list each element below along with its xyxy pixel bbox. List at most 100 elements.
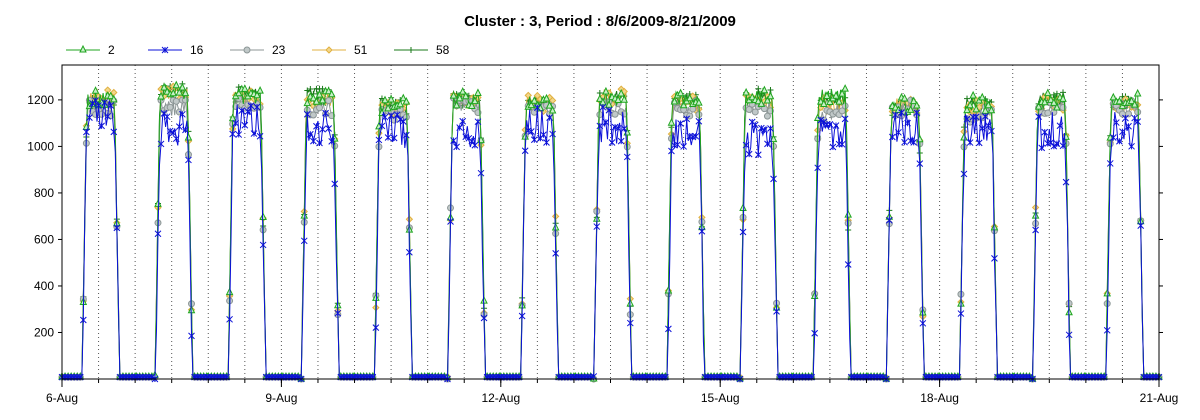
y-tick-label: 800 xyxy=(34,186,54,200)
data-point xyxy=(841,84,849,92)
data-point xyxy=(107,102,115,109)
data-point xyxy=(611,110,619,118)
data-point xyxy=(763,112,771,120)
data-point xyxy=(1038,144,1046,152)
data-point xyxy=(327,89,336,98)
data-point xyxy=(79,316,87,324)
data-point xyxy=(978,124,986,132)
data-point xyxy=(617,137,625,145)
data-point xyxy=(599,103,607,111)
data-point xyxy=(679,100,688,109)
data-point xyxy=(823,120,831,128)
data-point xyxy=(668,147,675,155)
y-tick-label: 400 xyxy=(34,279,54,293)
series-16 xyxy=(58,97,1163,383)
data-point xyxy=(826,97,834,106)
data-point xyxy=(760,85,769,94)
data-point xyxy=(384,103,392,112)
data-point xyxy=(375,136,383,144)
data-point xyxy=(1128,142,1135,150)
data-point xyxy=(91,86,100,94)
data-point xyxy=(312,97,321,105)
data-point xyxy=(95,102,102,109)
data-point xyxy=(546,114,553,121)
data-point xyxy=(399,93,408,102)
data-point xyxy=(166,103,174,111)
data-point xyxy=(664,285,673,294)
data-point xyxy=(545,100,554,109)
data-point xyxy=(530,96,539,104)
data-point xyxy=(614,125,622,132)
data-point xyxy=(480,314,488,322)
legend-label: 2 xyxy=(108,43,115,57)
data-point xyxy=(1032,226,1039,234)
data-point xyxy=(892,111,899,119)
data-point xyxy=(602,118,610,126)
data-point xyxy=(957,310,965,317)
data-point xyxy=(534,104,541,112)
data-point xyxy=(757,99,766,107)
data-point xyxy=(540,131,547,139)
data-point xyxy=(770,175,777,183)
data-point xyxy=(378,122,386,130)
data-point xyxy=(963,105,971,114)
data-point xyxy=(754,96,763,105)
data-point xyxy=(1109,92,1118,101)
data-point xyxy=(1044,109,1052,117)
legend-item-2: 2 xyxy=(66,43,115,57)
data-point xyxy=(626,319,634,327)
data-point xyxy=(620,125,628,132)
data-point xyxy=(751,121,759,129)
data-point xyxy=(901,138,908,146)
data-point xyxy=(315,104,323,112)
data-point xyxy=(698,227,706,235)
data-point xyxy=(92,97,99,104)
data-point xyxy=(761,126,768,134)
data-point xyxy=(241,121,249,129)
data-point xyxy=(819,99,828,108)
data-point xyxy=(232,119,240,127)
data-point xyxy=(904,119,911,127)
data-point xyxy=(228,113,237,122)
y-tick-label: 1200 xyxy=(27,93,54,107)
data-point xyxy=(745,106,753,114)
data-point xyxy=(461,91,470,100)
data-point xyxy=(975,139,983,147)
data-point xyxy=(79,44,87,53)
legend-label: 16 xyxy=(190,43,204,57)
data-point xyxy=(898,109,905,117)
data-point xyxy=(303,98,312,107)
legend: 2 16 23 51 58 xyxy=(66,43,450,57)
y-tick-label: 1000 xyxy=(27,139,54,153)
data-point xyxy=(98,122,105,130)
data-point xyxy=(172,80,181,89)
data-point xyxy=(459,117,467,125)
data-point xyxy=(452,100,461,109)
data-point xyxy=(542,93,551,102)
data-point xyxy=(964,95,971,102)
data-point xyxy=(916,160,924,168)
data-point xyxy=(241,84,249,92)
data-point xyxy=(972,113,980,121)
data-point xyxy=(247,102,255,110)
data-point xyxy=(235,131,243,138)
data-point xyxy=(243,46,251,54)
data-point xyxy=(259,241,267,249)
data-point xyxy=(605,106,613,114)
data-point xyxy=(685,93,694,102)
data-point xyxy=(178,82,187,91)
data-point xyxy=(1133,88,1142,97)
data-point xyxy=(238,107,246,114)
y-tick-label: 200 xyxy=(34,325,54,339)
chart-title: Cluster : 3, Period : 8/6/2009-8/21/2009 xyxy=(464,13,736,30)
data-point xyxy=(387,94,395,103)
data-point xyxy=(474,88,482,96)
data-point xyxy=(909,96,918,105)
data-point xyxy=(1047,95,1055,103)
data-point xyxy=(325,125,332,132)
data-point xyxy=(456,124,464,131)
x-tick-label: 15-Aug xyxy=(701,391,740,405)
data-point xyxy=(617,88,625,97)
data-point xyxy=(832,122,840,129)
